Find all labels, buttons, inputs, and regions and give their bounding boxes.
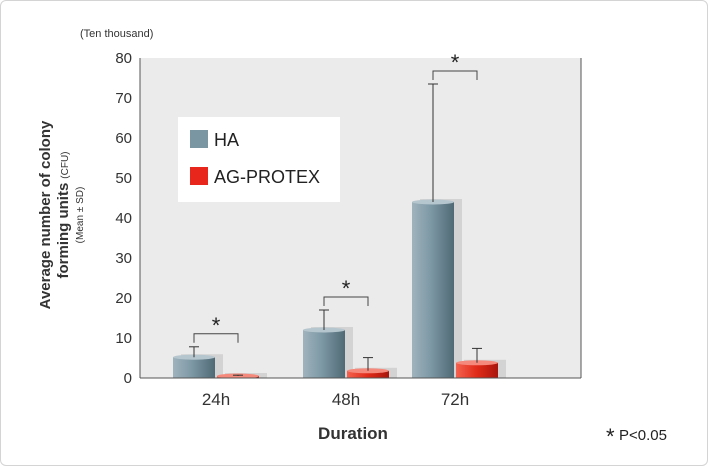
x-axis-label: Duration bbox=[318, 424, 388, 443]
footnote: * P<0.05 bbox=[606, 424, 667, 449]
x-tick-labels: 24h 48h 72h bbox=[202, 390, 469, 409]
footnote-star: * bbox=[606, 424, 615, 449]
legend-swatch-ag-protex bbox=[190, 167, 208, 185]
legend-label-ag-protex: AG-PROTEX bbox=[214, 167, 320, 187]
unit-label: (Ten thousand) bbox=[80, 28, 153, 40]
y-tick-labels: 0 10 20 30 40 50 60 70 80 bbox=[115, 50, 132, 387]
axes bbox=[139, 58, 582, 379]
legend-box bbox=[178, 117, 340, 202]
plot-area bbox=[140, 58, 581, 378]
y-axis-label: Average number of colony forming units (C… bbox=[37, 120, 86, 309]
y-tick-label: 30 bbox=[115, 250, 132, 267]
y-axis-label-line2-main: forming units bbox=[55, 183, 72, 279]
bar-ag-protex bbox=[347, 370, 389, 378]
legend: HA AG-PROTEX bbox=[178, 117, 340, 202]
x-tick-label: 24h bbox=[202, 390, 230, 409]
legend-label-ha: HA bbox=[214, 130, 239, 150]
x-tick-label: 72h bbox=[441, 390, 469, 409]
y-tick-label: 10 bbox=[115, 330, 132, 347]
significance-brackets: * * * bbox=[193, 50, 478, 343]
significance-star: * bbox=[342, 276, 351, 301]
y-tick-label: 70 bbox=[115, 90, 132, 107]
x-tick-label: 48h bbox=[332, 390, 360, 409]
y-tick-label: 60 bbox=[115, 130, 132, 147]
significance-bracket bbox=[193, 333, 239, 343]
y-tick-label: 80 bbox=[115, 50, 132, 67]
significance-bracket bbox=[432, 70, 478, 80]
y-axis-label-line2: forming units (CFU) bbox=[55, 151, 72, 278]
significance-bracket bbox=[323, 296, 369, 306]
y-axis-label-sub: (Mean ± SD) bbox=[75, 187, 86, 244]
bar-ag-protex bbox=[456, 362, 498, 378]
significance-star: * bbox=[212, 313, 221, 338]
bar-ha bbox=[173, 357, 215, 378]
y-tick-label: 0 bbox=[124, 370, 132, 387]
bar-ha bbox=[412, 202, 454, 378]
y-axis-label-line1: Average number of colony bbox=[37, 120, 54, 309]
legend-swatch-ha bbox=[190, 130, 208, 148]
y-tick-label: 40 bbox=[115, 210, 132, 227]
bar-ha bbox=[303, 330, 345, 378]
y-tick-label: 50 bbox=[115, 170, 132, 187]
y-tick-label: 20 bbox=[115, 290, 132, 307]
y-axis-label-unit: (CFU) bbox=[60, 151, 71, 178]
footnote-text: P<0.05 bbox=[619, 427, 667, 444]
error-bars bbox=[189, 83, 482, 376]
significance-star: * bbox=[451, 50, 460, 75]
